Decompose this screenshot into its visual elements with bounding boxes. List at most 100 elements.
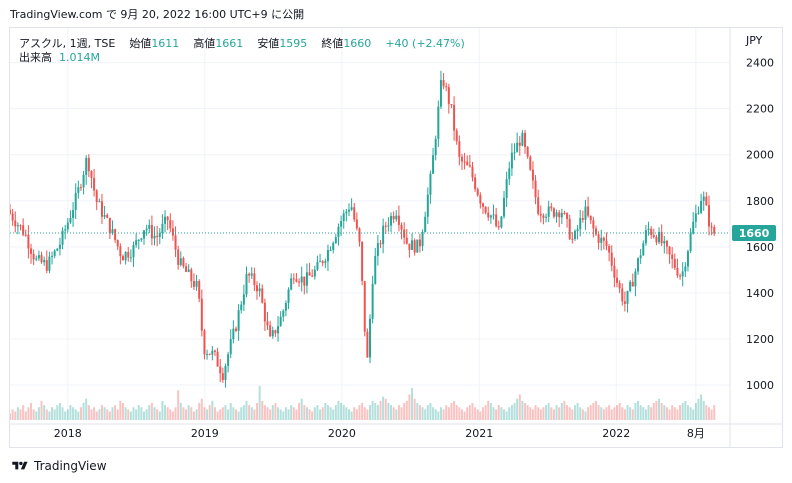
candle-body [203, 330, 206, 355]
candle-body [108, 217, 111, 234]
volume-bar [311, 411, 314, 420]
volume-bar [258, 386, 261, 420]
volume-bar [66, 409, 69, 420]
candle-body [374, 255, 377, 284]
volume-bar [660, 403, 663, 420]
candle-body [571, 238, 574, 240]
footer-brand[interactable]: TradingView [10, 457, 107, 475]
candle-body [518, 142, 521, 146]
last-price-badge [732, 225, 776, 241]
volume-bar [329, 407, 332, 420]
candle-body [455, 130, 458, 142]
volume-bar [673, 407, 676, 420]
candle-body [48, 256, 51, 271]
y-tick-label: 2000 [746, 149, 774, 162]
candle-body [384, 225, 387, 227]
volume-bar [200, 398, 203, 420]
volume-bar [93, 407, 96, 420]
volume-bar [510, 405, 513, 420]
candle-body [282, 310, 285, 317]
candle-body [623, 301, 626, 304]
candle-body [169, 220, 172, 229]
volume-bar [552, 409, 555, 420]
candle-body [213, 350, 216, 352]
candle-body [242, 294, 245, 305]
high-value: 1661 [215, 37, 244, 50]
candle-body [521, 132, 524, 146]
volume-bar [547, 403, 550, 420]
candle-body [413, 240, 416, 253]
candle-body [560, 212, 563, 218]
volume-bar [558, 407, 561, 420]
volume-bar [366, 409, 369, 420]
candle-body [668, 246, 671, 255]
volume-bar [11, 409, 14, 420]
candle-body [287, 289, 290, 304]
candle-body [253, 273, 256, 286]
volume-bar [303, 405, 306, 420]
candle-body [537, 197, 540, 214]
volume-bar [182, 407, 185, 420]
candle-body [340, 220, 343, 227]
volume-bar [150, 403, 153, 420]
candle-body [637, 258, 640, 272]
candle-body [408, 243, 411, 250]
volume-bar [447, 407, 450, 420]
volume-bar [95, 411, 98, 420]
volume-bar [387, 403, 390, 420]
candle-body [319, 261, 322, 263]
candle-body [329, 249, 332, 251]
candle-body [644, 230, 647, 244]
candle-body [671, 254, 674, 259]
volume-bar [413, 398, 416, 420]
candle-body [45, 260, 48, 271]
volume-bar [597, 405, 600, 420]
candle-body [100, 201, 103, 217]
y-tick-label: 2200 [746, 103, 774, 116]
volume-bar [665, 407, 668, 420]
volume-bar [206, 409, 209, 420]
volume-bar [484, 405, 487, 420]
volume-bar [347, 409, 350, 420]
candle-body [510, 152, 513, 169]
candle-body [397, 215, 400, 225]
candle-body [200, 298, 203, 331]
candle-body [211, 350, 214, 355]
volume-bar [610, 409, 613, 420]
volume-bar [342, 405, 345, 420]
candle-body [529, 156, 532, 170]
volume-bar [198, 403, 201, 420]
volume-bar [253, 409, 256, 420]
volume-bar [153, 407, 156, 420]
volume-bar [263, 405, 266, 420]
candle-body [705, 196, 708, 206]
volume-bar [74, 409, 77, 420]
volume-bar [361, 403, 364, 420]
candle-body [79, 187, 82, 189]
candle-body [332, 242, 335, 250]
volume-bar [140, 407, 143, 420]
candle-body [72, 210, 75, 219]
candle-body [292, 278, 295, 280]
volume-bar [702, 400, 705, 420]
chart-panel[interactable]: 1000 1200 1400 1600 1800 2000 2200 2400 2018 2019… [9, 27, 783, 448]
volume-bar [27, 407, 30, 420]
volume-bar [713, 405, 716, 420]
price-chart[interactable]: 1000 1200 1400 1600 1800 2000 2200 2400 2018 2019… [10, 28, 783, 448]
candle-body [206, 353, 209, 355]
volume-bar [340, 403, 343, 420]
candle-body [19, 225, 22, 227]
volume-bar [129, 411, 132, 420]
candle-body [355, 219, 358, 229]
candle-body [30, 248, 33, 254]
candle-body [500, 216, 503, 228]
candle-body [43, 260, 46, 263]
candle-body [584, 206, 587, 220]
candle-body [474, 177, 477, 190]
candle-body [111, 229, 114, 234]
volume-bar [98, 409, 101, 420]
volume-bar [439, 407, 442, 420]
symbol-label[interactable]: アスクル, 1週, TSE [19, 37, 116, 50]
candle-body [453, 104, 456, 131]
volume-bar [379, 400, 382, 420]
